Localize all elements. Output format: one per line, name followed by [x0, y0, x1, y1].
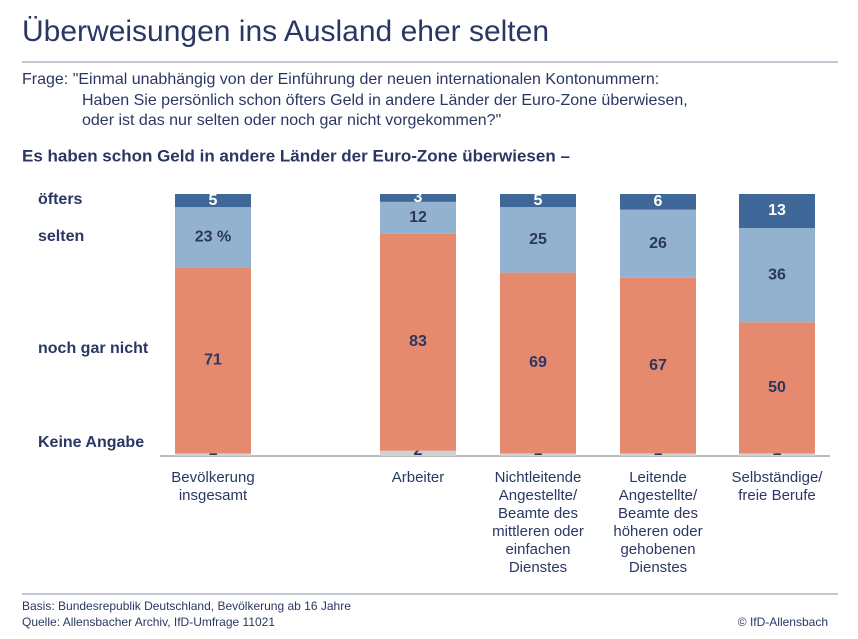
- x-tick-label: Arbeiter: [391, 469, 445, 486]
- bar-segment: [380, 233, 456, 451]
- note: Quelle: Allensbacher Archiv, IfD-Umfrage…: [22, 615, 275, 629]
- bar-segment: [500, 207, 576, 273]
- x-tick-label: Nichtleitende Angestellte/ Beamte des mi…: [492, 469, 584, 576]
- bar-segment: [500, 272, 576, 454]
- chart-title: Überweisungen ins Ausland eher selten: [22, 15, 549, 48]
- x-tick-label: Leitende Angestellte/ Beamte des höheren…: [613, 469, 703, 576]
- value-label: 5: [534, 192, 543, 209]
- x-tick-label: Selbständige/ freie Berufe: [731, 469, 823, 504]
- bar-segment: [175, 207, 251, 268]
- question-line: Haben Sie persönlich schon öfters Geld i…: [82, 92, 688, 109]
- value-label: 5: [209, 192, 218, 209]
- bar-segment: [739, 453, 815, 456]
- value-label: 23 %: [195, 228, 231, 245]
- bar-segment: [620, 277, 696, 454]
- value-label: 71: [204, 352, 222, 369]
- series-label: öfters: [38, 191, 83, 208]
- bar-segment: [500, 194, 576, 208]
- credit: © IfD-Allensbach: [738, 615, 828, 629]
- bar-segment: [739, 228, 815, 323]
- value-label: 69: [529, 354, 547, 371]
- value-label: 3: [414, 189, 423, 206]
- bar-segment: [620, 209, 696, 278]
- bar-segment: [175, 453, 251, 456]
- bar-segment: [739, 322, 815, 454]
- value-label: 26: [649, 235, 667, 252]
- chart-subtitle: Es haben schon Geld in andere Länder der…: [22, 146, 570, 165]
- question-line: oder ist das nur selten oder noch gar ni…: [82, 112, 501, 129]
- value-label: 36: [768, 266, 786, 283]
- bar-segment: [380, 194, 456, 202]
- series-label: Keine Angabe: [38, 434, 144, 451]
- bar-segment: [739, 194, 815, 229]
- value-label: 25: [529, 231, 547, 248]
- value-label: 83: [409, 333, 427, 350]
- bar-segment: [380, 450, 456, 456]
- bar-segment: [175, 267, 251, 454]
- x-tick-label: Bevölkerung insgesamt: [171, 469, 255, 504]
- series-label: noch gar nicht: [38, 340, 149, 357]
- note: Basis: Bundesrepublik Deutschland, Bevöl…: [22, 599, 351, 613]
- value-label: 13: [768, 202, 786, 219]
- question-line: Frage: "Einmal unabhängig von der Einfüh…: [22, 71, 659, 88]
- value-label: 12: [409, 209, 427, 226]
- bar-segment: [175, 194, 251, 208]
- bar-segment: [500, 453, 576, 456]
- bar-segment: [620, 453, 696, 456]
- value-label: 50: [768, 379, 786, 396]
- value-label: 67: [649, 357, 667, 374]
- value-label: 6: [654, 193, 663, 210]
- bar-segment: [380, 201, 456, 234]
- series-label: selten: [38, 228, 84, 245]
- bar-segment: [620, 194, 696, 210]
